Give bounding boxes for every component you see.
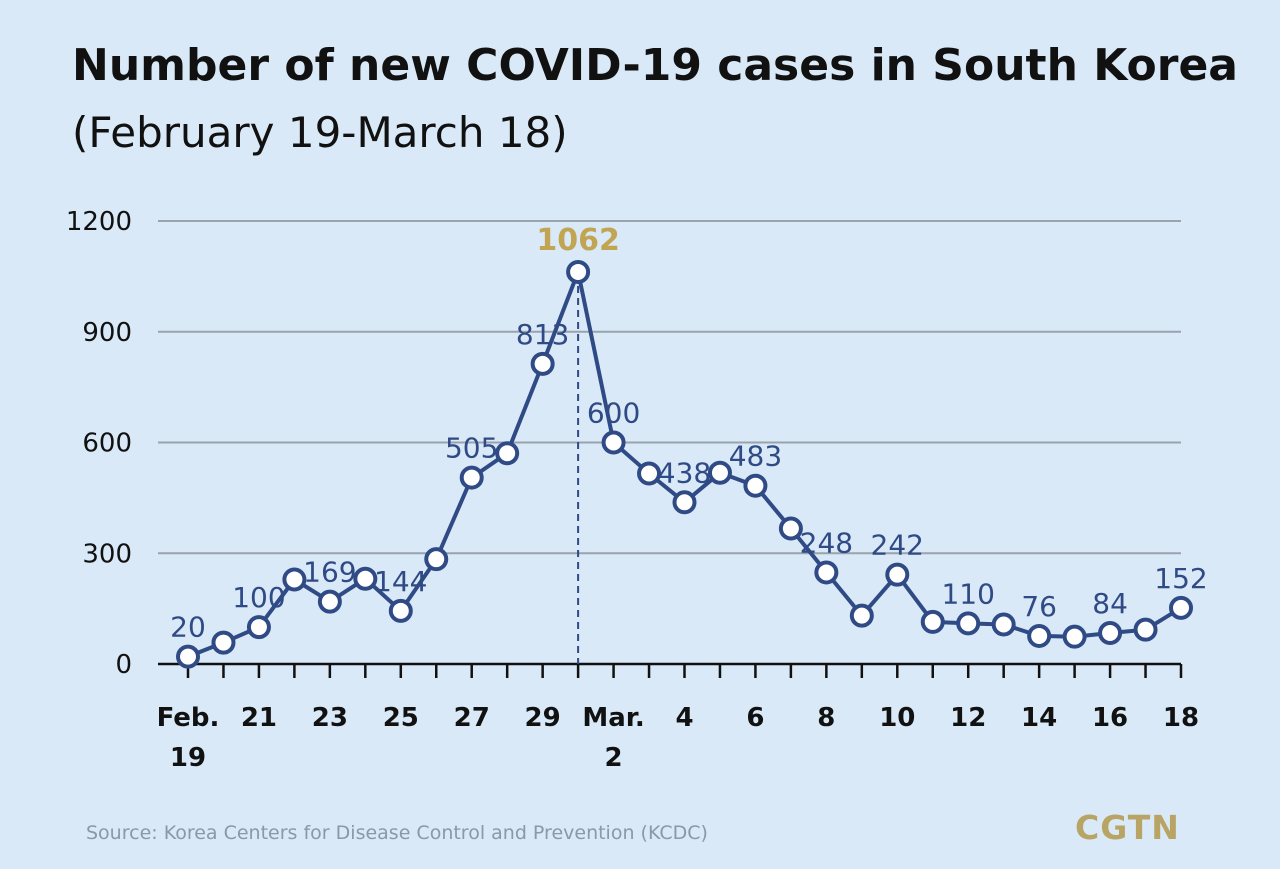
data-point (1133, 617, 1158, 642)
data-point (743, 473, 768, 498)
data-point (246, 615, 271, 640)
y-tick-label: 0 (115, 650, 132, 680)
data-label: 483 (729, 440, 782, 473)
chart-subtitle: (February 19-March 18) (72, 108, 568, 157)
peak-data-label: 1062 (536, 223, 620, 258)
data-point (849, 603, 874, 628)
data-point (637, 461, 662, 486)
y-tick-label: 900 (82, 318, 132, 348)
x-tick-label: 23 (312, 703, 348, 733)
data-point (282, 567, 307, 592)
data-label: 242 (871, 529, 924, 562)
x-tick-label: 21 (241, 703, 277, 733)
x-tick-label: 14 (1021, 703, 1057, 733)
data-label: 813 (516, 318, 569, 351)
data-point (353, 566, 378, 591)
data-point (176, 644, 200, 669)
data-point (991, 612, 1016, 637)
data-point (495, 441, 520, 466)
x-tick-label: 18 (1163, 703, 1199, 733)
data-label: 84 (1092, 587, 1128, 620)
x-tick-label: Feb. (157, 703, 220, 733)
data-point (1098, 620, 1123, 645)
data-point (956, 611, 981, 636)
data-point (778, 516, 803, 541)
data-label: 144 (374, 565, 427, 598)
y-tick-label: 1200 (66, 207, 132, 237)
data-point (814, 560, 839, 585)
data-point (530, 351, 555, 376)
y-tick-label: 600 (82, 429, 132, 459)
source-note: Source: Korea Centers for Disease Contro… (86, 822, 708, 844)
x-tick-label: 8 (817, 703, 835, 733)
x-tick-label: Mar. (582, 703, 644, 733)
data-label: 169 (303, 556, 356, 589)
data-label: 600 (587, 397, 640, 430)
data-point (388, 598, 413, 623)
data-point (672, 490, 697, 515)
x-tick-label: 19 (170, 743, 206, 773)
data-point (459, 465, 484, 490)
y-tick-label: 300 (82, 539, 132, 569)
data-label: 505 (445, 432, 498, 465)
x-tick-label: 10 (879, 703, 915, 733)
x-tick-label: 6 (746, 703, 764, 733)
data-label: 100 (232, 581, 285, 614)
x-tick-label: 12 (950, 703, 986, 733)
data-label: 248 (800, 526, 853, 559)
data-point (1027, 623, 1052, 648)
x-tick-label: 2 (605, 743, 623, 773)
data-point (1169, 595, 1193, 620)
data-point (920, 609, 945, 634)
x-tick-label: 16 (1092, 703, 1128, 733)
data-point (1062, 624, 1087, 649)
data-point (601, 430, 626, 455)
x-tick-label: 4 (675, 703, 693, 733)
cgtn-logo: CGTN (1075, 808, 1180, 847)
data-label: 110 (941, 577, 994, 610)
data-point (885, 562, 910, 587)
data-label: 152 (1154, 562, 1207, 595)
data-point (424, 547, 449, 572)
chart-title: Number of new COVID-19 cases in South Ko… (72, 40, 1238, 91)
data-point (317, 589, 342, 614)
x-tick-label: 27 (454, 703, 490, 733)
data-point (707, 460, 732, 485)
data-point (566, 259, 591, 284)
data-label: 76 (1021, 590, 1057, 623)
x-tick-label: 25 (383, 703, 419, 733)
data-point (211, 630, 236, 655)
data-label: 20 (170, 611, 206, 644)
x-tick-label: 29 (525, 703, 561, 733)
data-label: 438 (658, 456, 711, 489)
